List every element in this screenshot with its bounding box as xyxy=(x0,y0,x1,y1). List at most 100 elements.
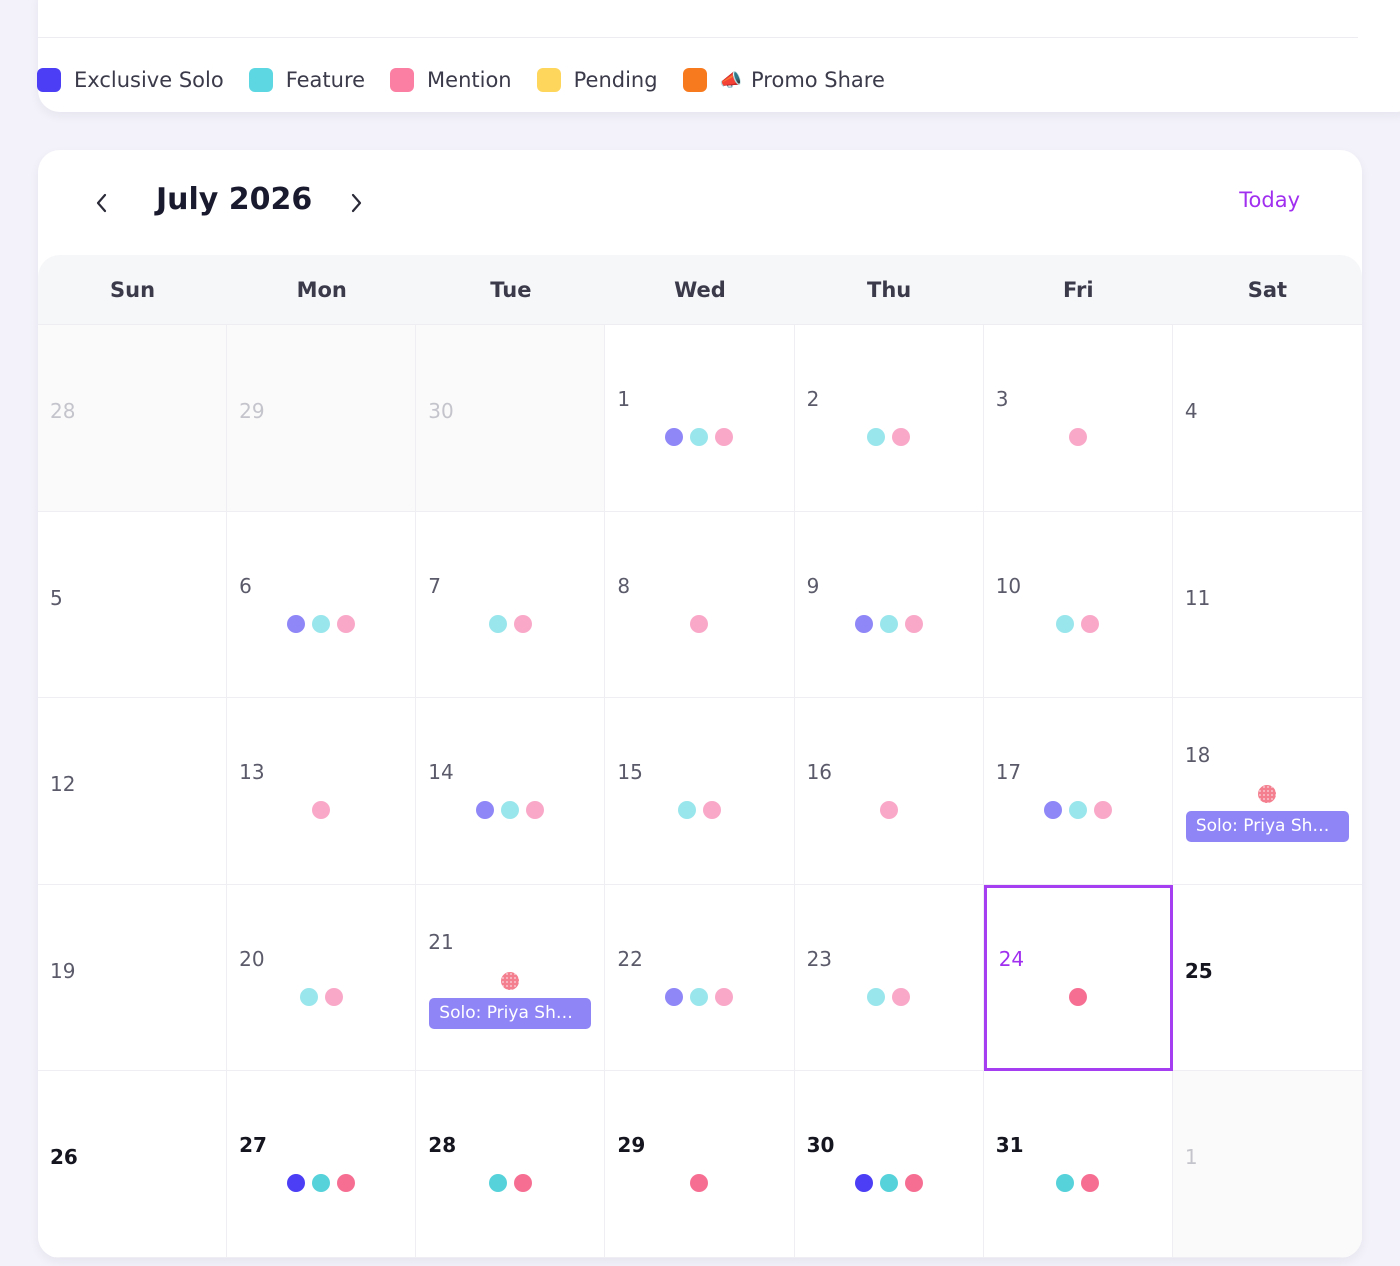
event-dot xyxy=(879,614,898,633)
event-dot xyxy=(337,1174,356,1193)
event-dot xyxy=(312,801,331,820)
event-dots xyxy=(795,801,983,820)
day-cell[interactable]: 30 xyxy=(416,325,606,512)
day-number: 7 xyxy=(428,573,442,598)
event-pill[interactable]: Solo: Priya Shar... xyxy=(429,997,592,1029)
event-dots xyxy=(227,614,415,633)
next-month-button[interactable] xyxy=(339,186,373,220)
day-cell[interactable]: 15 xyxy=(605,698,795,885)
day-cell[interactable]: 1 xyxy=(605,325,795,512)
event-dot xyxy=(867,428,886,446)
day-cell[interactable]: 27 xyxy=(227,1071,417,1258)
event-dot xyxy=(690,614,709,633)
day-cell[interactable]: 3 xyxy=(983,325,1173,512)
prev-month-button[interactable] xyxy=(85,186,119,220)
event-dots xyxy=(605,428,793,446)
event-dot xyxy=(879,1174,898,1193)
event-dot xyxy=(715,987,734,1006)
today-button[interactable]: Today xyxy=(1239,188,1300,212)
day-number: 13 xyxy=(239,760,265,785)
day-cell[interactable]: 6 xyxy=(227,511,417,699)
day-cell[interactable]: 28 xyxy=(416,1071,606,1258)
promo-share-swatch xyxy=(682,68,707,92)
pending-swatch xyxy=(536,68,561,92)
legend-label: Mention xyxy=(427,68,512,92)
day-number: 1 xyxy=(1184,1145,1198,1170)
day-number: 5 xyxy=(50,585,63,610)
day-cell[interactable]: 11 xyxy=(1172,511,1362,699)
event-dot xyxy=(312,614,331,633)
day-cell[interactable]: 16 xyxy=(794,698,984,885)
event-dots xyxy=(795,987,983,1006)
day-cell[interactable]: 31 xyxy=(983,1071,1173,1258)
event-dots xyxy=(227,1174,415,1193)
day-number: 2 xyxy=(806,387,820,411)
event-dot xyxy=(476,801,495,820)
day-number: 27 xyxy=(239,1133,267,1158)
day-cell[interactable]: 12 xyxy=(38,698,228,885)
day-cell[interactable]: 21 Solo: Priya Shar... xyxy=(416,884,606,1072)
legend-item-pending: Pending xyxy=(536,68,658,92)
day-cell[interactable]: 4 xyxy=(1172,325,1362,512)
day-number: 21 xyxy=(428,929,454,954)
day-cell[interactable]: 14 xyxy=(416,698,606,885)
day-cell[interactable]: 28 xyxy=(38,325,228,512)
event-dot xyxy=(1081,614,1100,633)
day-cell[interactable]: 7 xyxy=(416,511,606,699)
day-cell[interactable]: 1 xyxy=(1172,1071,1362,1258)
day-cell[interactable]: 26 xyxy=(38,1071,228,1258)
day-cell[interactable]: 23 xyxy=(794,884,984,1072)
event-dot xyxy=(665,428,684,446)
event-dots xyxy=(984,1174,1172,1193)
event-dot xyxy=(854,1174,873,1193)
day-cell[interactable]: 29 xyxy=(605,1071,795,1258)
day-cell[interactable]: 30 xyxy=(794,1071,984,1258)
day-cell[interactable]: 8 xyxy=(605,511,795,699)
event-dot xyxy=(904,614,923,633)
day-cell[interactable]: 5 xyxy=(38,511,228,699)
day-cell[interactable]: 13 xyxy=(227,698,417,885)
weekday-tue: Tue xyxy=(490,278,532,302)
megaphone-icon: 📣 xyxy=(719,69,742,91)
event-dots xyxy=(605,987,793,1006)
divider xyxy=(38,37,1358,38)
day-number: 23 xyxy=(806,946,833,971)
day-number: 8 xyxy=(617,573,631,598)
event-dot xyxy=(1056,1174,1075,1193)
day-number: 6 xyxy=(239,573,252,598)
event-dots xyxy=(795,428,983,446)
day-cell[interactable]: 2 xyxy=(794,325,984,512)
day-cell[interactable]: 22 xyxy=(605,884,795,1072)
day-number: 26 xyxy=(50,1145,78,1170)
day-number: 29 xyxy=(617,1133,646,1158)
day-cell-today[interactable]: 24 xyxy=(983,884,1173,1072)
day-cell[interactable]: 19 xyxy=(38,884,228,1072)
day-cell[interactable]: 20 xyxy=(227,884,417,1072)
event-dots xyxy=(984,428,1172,446)
event-dots xyxy=(1173,785,1362,804)
event-dot xyxy=(854,614,873,633)
event-dots xyxy=(416,614,604,633)
day-cell[interactable]: 29 xyxy=(227,325,417,512)
event-pill[interactable]: Solo: Priya Shar... xyxy=(1185,811,1349,843)
legend-label: Pending xyxy=(573,68,658,92)
event-dot xyxy=(501,801,520,820)
event-dot xyxy=(526,801,545,820)
day-number: 9 xyxy=(806,573,820,598)
day-cell[interactable]: 18 Solo: Priya Shar... xyxy=(1172,698,1362,885)
legend-item-promo-share: 📣 Promo Share xyxy=(682,68,885,92)
legend-card xyxy=(38,0,1400,112)
event-dot xyxy=(312,1174,331,1193)
event-dots xyxy=(984,614,1172,633)
day-number: 22 xyxy=(617,946,643,971)
event-dots xyxy=(605,1174,793,1193)
day-cell[interactable]: 25 xyxy=(1172,884,1362,1072)
day-cell[interactable]: 17 xyxy=(983,698,1173,885)
day-cell[interactable]: 10 xyxy=(983,511,1173,699)
day-cell[interactable]: 9 xyxy=(794,511,984,699)
day-number: 28 xyxy=(428,1133,457,1158)
month-title: July 2026 xyxy=(156,182,313,217)
event-dot xyxy=(513,1174,532,1193)
day-number: 16 xyxy=(806,760,833,785)
event-dot xyxy=(287,1174,306,1193)
